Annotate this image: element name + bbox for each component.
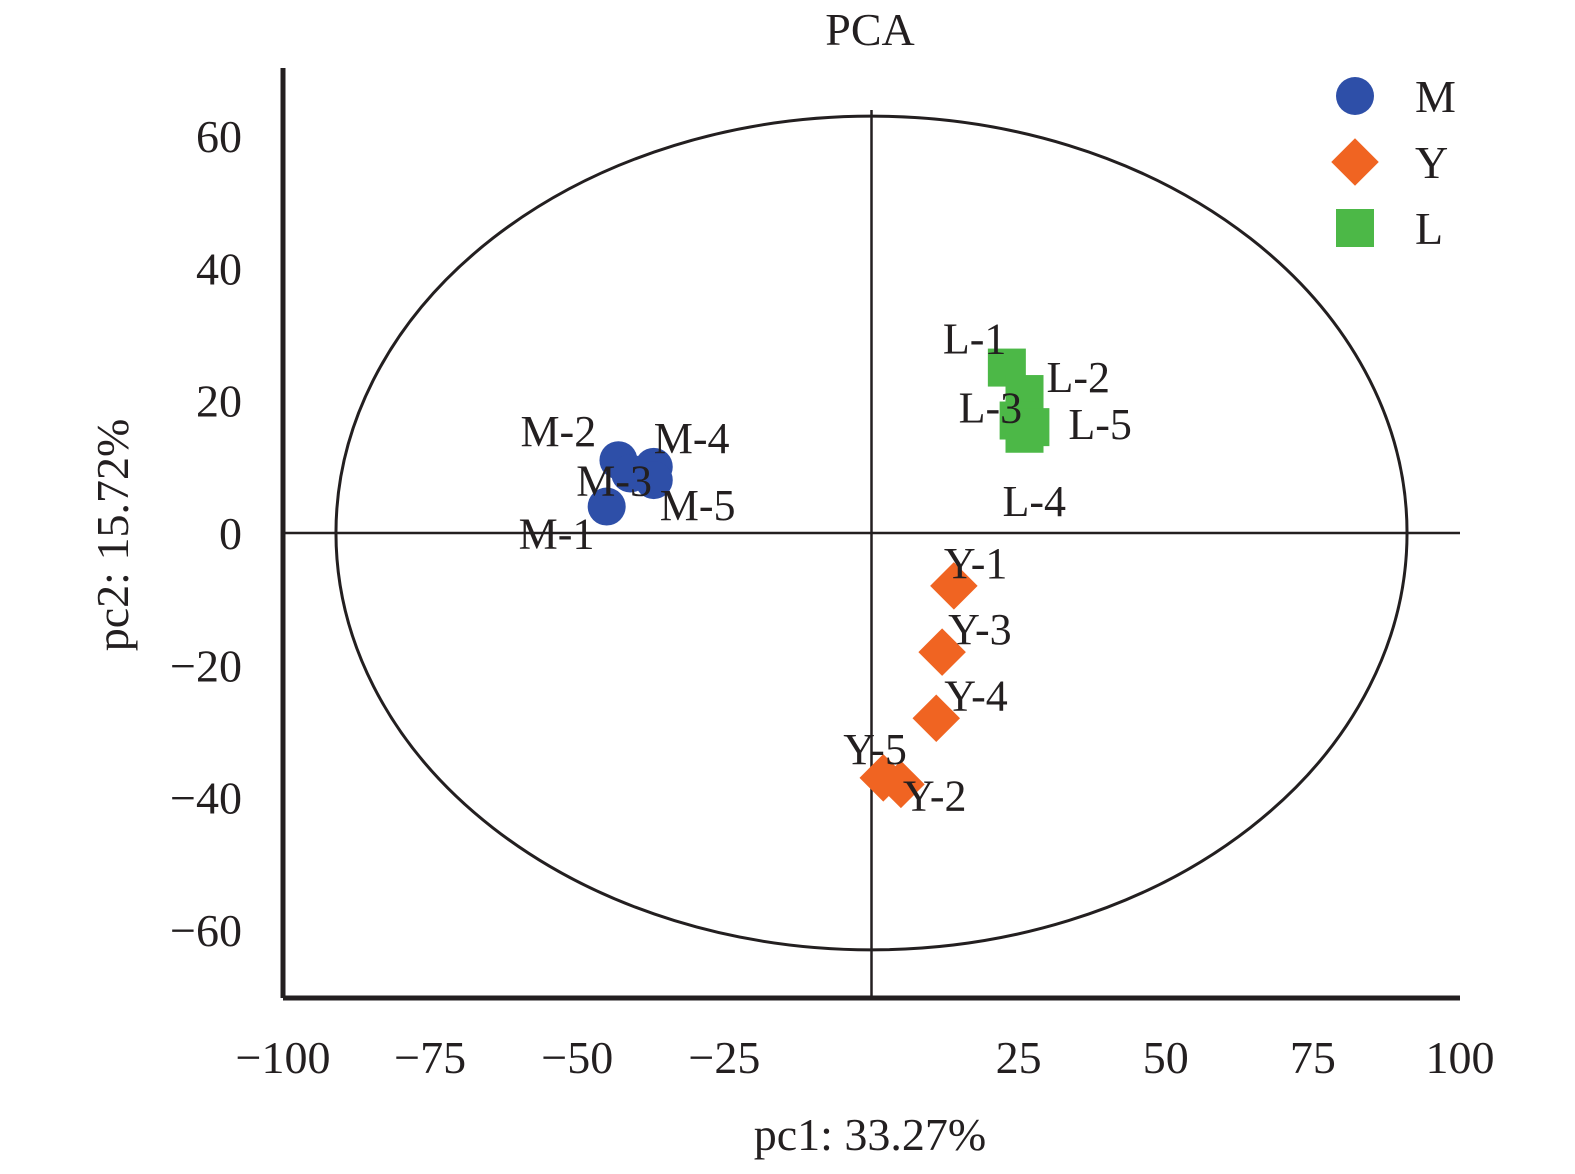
point-m-5: [634, 461, 673, 500]
point-label-l-1: L-1: [943, 315, 1007, 364]
y-tick-label: −20: [170, 640, 242, 691]
x-tick-label: −50: [541, 1032, 613, 1083]
x-tick-label: −75: [394, 1032, 466, 1083]
x-tick-label: 25: [996, 1032, 1042, 1083]
y-tick-label: 40: [196, 243, 242, 294]
x-tick-label: 75: [1290, 1032, 1336, 1083]
y-tick-label: −60: [170, 905, 242, 956]
point-y-5: [859, 754, 908, 802]
point-label-y-1: Y-1: [944, 539, 1008, 588]
legend-label-m: M: [1415, 71, 1456, 122]
point-label-l-3: L-3: [959, 384, 1023, 433]
point-label-l-5: L-5: [1068, 400, 1132, 449]
x-tick-label: −25: [688, 1032, 760, 1083]
legend-marker-y: [1331, 138, 1379, 186]
point-label-m-5: M-5: [660, 481, 736, 530]
y-tick-label: −40: [170, 773, 242, 824]
point-y-4: [912, 694, 960, 743]
point-l-5: [1011, 408, 1050, 447]
x-tick-label: 100: [1426, 1032, 1495, 1083]
legend-marker-m: [1336, 77, 1374, 115]
point-label-l-2: L-2: [1047, 353, 1111, 402]
point-label-m-3: M-3: [576, 456, 652, 505]
point-label-y-5: Y-5: [843, 725, 907, 774]
point-label-y-4: Y-4: [944, 671, 1008, 720]
x-tick-label: −100: [236, 1032, 331, 1083]
point-m-1: [587, 487, 626, 526]
y-tick-label: 60: [196, 111, 242, 162]
x-tick-label: 50: [1143, 1032, 1189, 1083]
point-label-y-2: Y-2: [903, 771, 967, 820]
point-label-m-4: M-4: [654, 414, 730, 463]
legend-marker-l: [1336, 209, 1374, 247]
x-axis-title: pc1: 33.27%: [754, 1109, 987, 1160]
point-y-1: [930, 562, 978, 610]
point-label-l-4: L-4: [1003, 477, 1067, 526]
y-axis-title: pc2: 15.72%: [87, 419, 138, 652]
point-label-y-3: Y-3: [948, 605, 1012, 654]
legend-label-l: L: [1415, 203, 1443, 254]
chart-title: PCA: [825, 4, 914, 55]
point-y-3: [918, 628, 966, 676]
point-label-m-1: M-1: [519, 510, 595, 559]
y-tick-label: 0: [219, 508, 242, 559]
y-tick-label: 20: [196, 376, 242, 427]
point-label-m-2: M-2: [520, 407, 596, 456]
legend-label-y: Y: [1415, 137, 1448, 188]
